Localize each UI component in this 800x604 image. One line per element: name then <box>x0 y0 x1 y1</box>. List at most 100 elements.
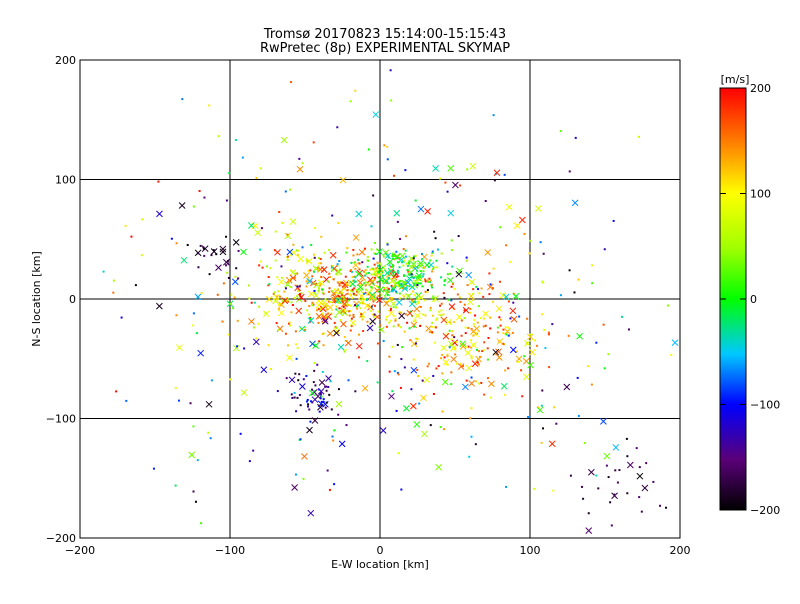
data-point <box>277 290 280 293</box>
data-point <box>290 81 293 84</box>
data-point-cross <box>305 257 313 265</box>
data-point <box>454 347 457 350</box>
colorbar-tick-label: −200 <box>750 504 780 517</box>
data-point-cross <box>515 355 523 363</box>
data-point <box>441 372 444 375</box>
data-point <box>339 268 342 271</box>
data-point <box>446 262 449 265</box>
data-point <box>455 340 458 343</box>
data-point <box>335 298 338 301</box>
data-point <box>507 334 510 337</box>
data-point <box>321 370 324 373</box>
data-point-cross <box>277 309 285 317</box>
data-point <box>410 298 413 301</box>
data-point <box>326 280 329 283</box>
data-point-cross <box>366 324 374 332</box>
data-point <box>229 378 232 381</box>
data-point <box>423 266 426 269</box>
data-point <box>412 282 415 285</box>
data-point-cross <box>417 262 424 270</box>
data-point <box>278 211 281 214</box>
data-point <box>477 305 480 308</box>
data-point <box>281 221 284 224</box>
data-point <box>398 266 401 269</box>
data-point-cross <box>334 297 342 304</box>
data-point-cross <box>355 342 363 350</box>
data-point <box>406 268 409 271</box>
data-point <box>498 316 501 319</box>
data-point <box>475 332 478 335</box>
data-point <box>408 327 411 330</box>
data-point <box>426 289 429 292</box>
data-point <box>212 249 215 252</box>
data-point <box>645 462 648 465</box>
data-point <box>174 387 177 390</box>
data-point <box>348 281 351 284</box>
data-point-cross <box>232 239 240 246</box>
data-point <box>338 307 341 310</box>
data-point <box>317 300 320 303</box>
data-point-cross <box>369 291 376 299</box>
data-point <box>352 279 355 282</box>
data-point <box>440 252 443 255</box>
data-point <box>392 306 395 309</box>
data-point <box>309 269 312 272</box>
data-point <box>450 371 453 374</box>
data-point <box>299 404 302 407</box>
data-point <box>307 279 310 282</box>
data-point <box>253 301 256 304</box>
data-point <box>319 309 322 312</box>
data-point-cross <box>296 165 304 173</box>
data-point <box>587 365 590 368</box>
data-point <box>443 284 446 287</box>
data-point <box>318 256 321 259</box>
data-point <box>393 270 396 273</box>
data-point <box>397 285 400 288</box>
data-point <box>467 345 470 348</box>
data-point-cross <box>563 383 571 391</box>
data-point <box>509 317 512 320</box>
data-point <box>555 422 558 425</box>
data-point <box>304 329 307 332</box>
data-point <box>404 249 407 252</box>
data-point <box>337 301 340 304</box>
data-point <box>333 288 336 291</box>
data-point <box>387 274 390 277</box>
data-point <box>489 327 492 330</box>
data-point <box>342 299 345 302</box>
data-point <box>638 466 641 469</box>
data-point <box>399 326 402 329</box>
data-point <box>237 277 240 280</box>
data-point <box>443 296 446 299</box>
data-point <box>418 402 421 405</box>
data-point <box>528 252 531 255</box>
data-point <box>293 297 296 300</box>
data-point <box>307 281 310 284</box>
data-point-cross <box>415 272 423 279</box>
data-point <box>221 320 224 323</box>
data-point <box>203 254 206 257</box>
data-point-cross <box>404 278 412 286</box>
data-point <box>102 270 105 273</box>
data-point <box>208 104 211 107</box>
data-point <box>469 307 472 310</box>
data-point <box>317 289 320 292</box>
data-point <box>290 270 293 273</box>
data-point <box>377 268 380 271</box>
data-point <box>392 269 395 272</box>
data-point <box>398 297 401 300</box>
data-point <box>369 305 372 308</box>
data-point <box>466 168 469 171</box>
data-point <box>353 261 356 264</box>
data-point <box>326 469 329 472</box>
data-point-cross <box>464 349 472 357</box>
data-point <box>456 293 459 296</box>
data-point <box>614 469 617 472</box>
data-point <box>248 297 251 300</box>
data-point <box>311 401 314 404</box>
data-point <box>321 288 324 291</box>
data-point <box>298 393 301 396</box>
data-point-cross <box>435 463 442 471</box>
data-point <box>388 355 391 358</box>
data-point <box>356 290 359 293</box>
